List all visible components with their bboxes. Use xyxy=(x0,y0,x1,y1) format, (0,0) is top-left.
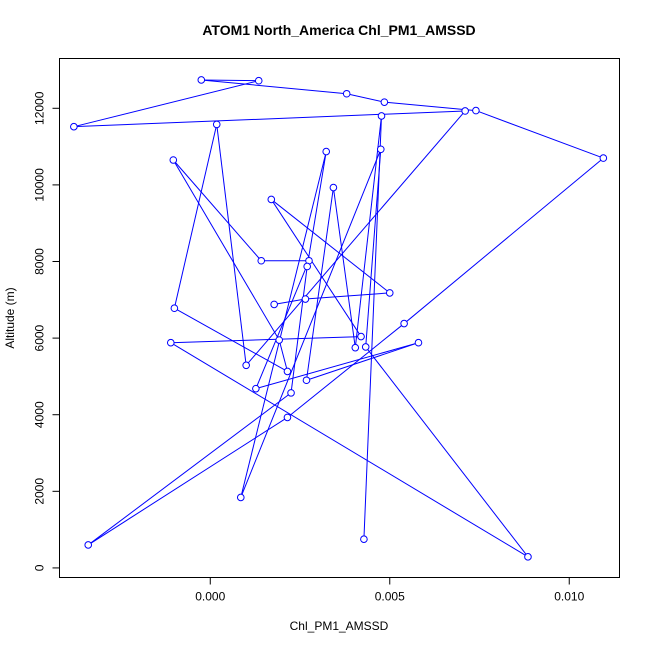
data-point xyxy=(236,493,245,502)
series-segment xyxy=(475,110,604,159)
data-point xyxy=(361,343,370,351)
data-point xyxy=(322,147,331,156)
data-point xyxy=(599,154,608,162)
data-point xyxy=(287,389,295,397)
data-point xyxy=(461,107,469,115)
data-point xyxy=(70,122,78,131)
plot-frame xyxy=(59,58,620,578)
data-point xyxy=(357,332,365,341)
data-point xyxy=(84,541,93,549)
data-point xyxy=(360,535,368,543)
data-point xyxy=(275,336,283,344)
series-segment xyxy=(290,266,308,393)
data-point xyxy=(166,338,175,347)
data-point xyxy=(376,145,385,154)
series-segment xyxy=(201,79,259,82)
y-axis: 0 2000 4000 6000 8000 10000 12000 xyxy=(33,91,60,571)
series-segment xyxy=(305,292,390,300)
series-segment xyxy=(278,339,288,372)
y-tick-label: 12000 xyxy=(33,91,47,125)
x-tick-label: 0.000 xyxy=(195,590,225,604)
series-segment xyxy=(87,392,292,546)
chart-title: ATOM1 North_America Chl_PM1_AMSSD xyxy=(202,22,475,38)
y-axis-label: Altitude (m) xyxy=(3,287,17,348)
data-point xyxy=(257,256,266,265)
series-segment xyxy=(255,260,310,389)
data-point xyxy=(169,156,178,164)
data-point xyxy=(283,413,292,422)
data-point xyxy=(267,195,276,204)
points xyxy=(70,76,608,561)
data-point xyxy=(400,319,408,328)
y-tick-label: 2000 xyxy=(33,478,47,505)
series-segment xyxy=(73,80,259,128)
series-segment xyxy=(240,149,382,498)
series-segment xyxy=(287,323,405,418)
data-point xyxy=(377,112,386,120)
series-segment xyxy=(201,79,347,95)
series-segment xyxy=(240,151,327,498)
series-segment xyxy=(245,110,466,366)
series-segment xyxy=(384,101,476,112)
y-tick-label: 8000 xyxy=(33,248,47,275)
data-point xyxy=(329,183,338,192)
x-tick-label: 0.005 xyxy=(375,590,405,604)
series-segment xyxy=(270,199,362,337)
data-point xyxy=(252,384,260,393)
series-segment xyxy=(173,124,218,309)
data-point xyxy=(302,376,311,385)
series-segment xyxy=(365,346,529,558)
series-segment xyxy=(174,307,288,372)
series-segment xyxy=(354,115,382,348)
series-segment xyxy=(365,149,382,347)
series-segment xyxy=(346,93,385,103)
series-segment xyxy=(274,298,306,305)
series-segment xyxy=(87,416,288,546)
data-point xyxy=(212,120,221,129)
data-point xyxy=(197,76,206,84)
y-tick-label: 6000 xyxy=(33,324,47,351)
data-point xyxy=(242,361,250,370)
y-tick-label: 10000 xyxy=(33,168,47,202)
x-axis-label: Chl_PM1_AMSSD xyxy=(290,619,389,633)
y-tick-label: 4000 xyxy=(33,401,47,428)
data-point xyxy=(524,553,532,561)
series-segment xyxy=(363,115,382,540)
series-segment xyxy=(403,157,604,324)
series-segment xyxy=(305,187,334,381)
data-point xyxy=(342,89,351,98)
x-tick-label: 0.010 xyxy=(554,590,584,604)
series-segment xyxy=(170,336,362,344)
x-axis: 0.000 0.005 0.010 xyxy=(195,577,585,604)
series-segment xyxy=(255,342,419,390)
series-segment xyxy=(170,342,529,558)
data-point xyxy=(472,106,480,115)
series-segment xyxy=(332,187,356,348)
data-point xyxy=(254,76,263,85)
data-point xyxy=(414,338,423,347)
data-point xyxy=(270,300,278,309)
series-segment xyxy=(172,159,280,341)
series-segment xyxy=(73,110,466,128)
series-segment xyxy=(306,151,327,267)
data-point xyxy=(385,289,394,297)
series-segment xyxy=(306,342,419,381)
series-segment xyxy=(270,199,391,294)
data-point xyxy=(351,343,360,352)
series xyxy=(73,79,604,558)
data-point xyxy=(380,98,389,106)
y-tick-label: 0 xyxy=(33,564,47,571)
data-point xyxy=(301,295,310,303)
series-segment xyxy=(216,124,247,366)
series-segment xyxy=(172,159,262,262)
data-point xyxy=(283,367,292,376)
data-point xyxy=(170,304,179,313)
data-point xyxy=(303,262,311,271)
